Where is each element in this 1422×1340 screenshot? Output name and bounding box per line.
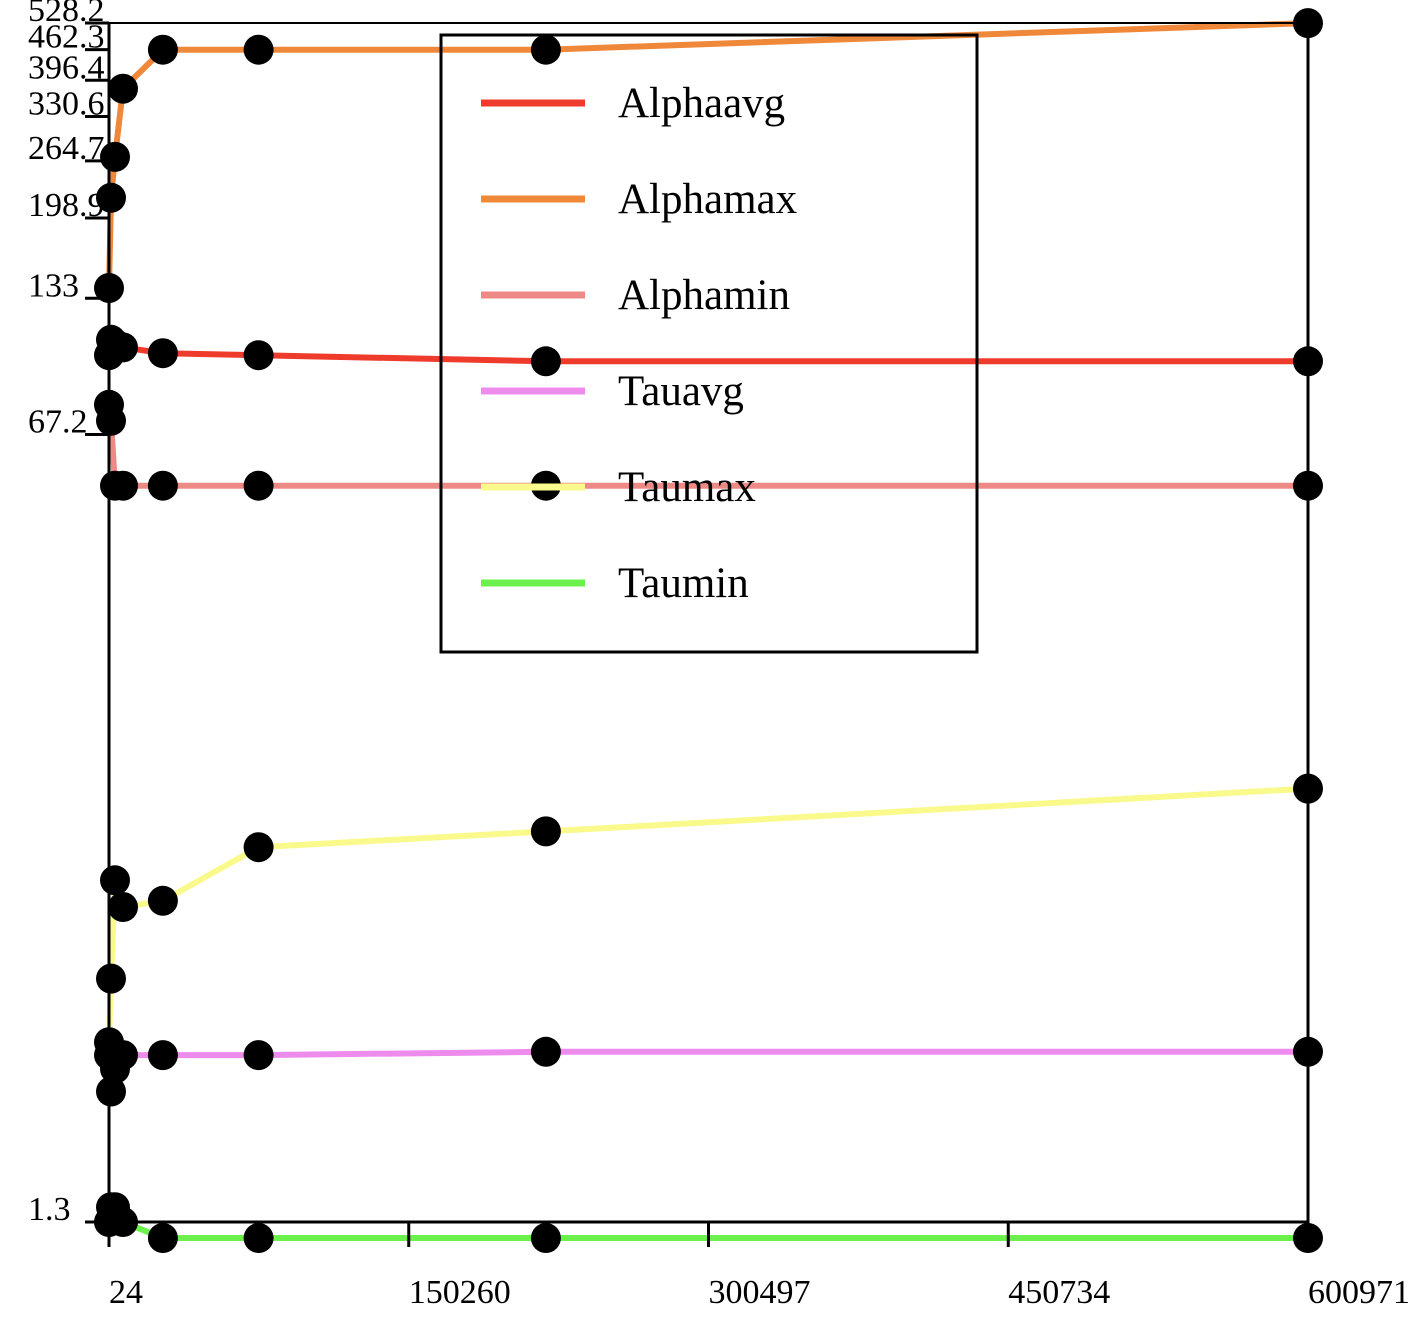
y-tick-label: 330.6 bbox=[28, 86, 105, 123]
y-tick-label: 133 bbox=[28, 267, 79, 304]
data-point-alphamax bbox=[96, 182, 126, 213]
legend-label-alphaavg: Alphaavg bbox=[618, 80, 785, 127]
chart-axes: 24 150260 300497 450734 600971 1.3 67.2 133 198.… bbox=[28, 0, 1410, 1311]
y-tick-label: 396.4 bbox=[28, 49, 105, 86]
data-point-taumin bbox=[530, 1223, 561, 1253]
legend-label-taumin: Taumin bbox=[618, 560, 749, 607]
y-tick-label: 1.3 bbox=[28, 1191, 71, 1228]
data-point-alphamax bbox=[94, 273, 124, 303]
data-point-tauavg bbox=[243, 1040, 274, 1071]
data-point-tauavg bbox=[530, 1036, 561, 1067]
data-point-taumax bbox=[147, 885, 178, 916]
legend-label-tauavg: Tauavg bbox=[618, 368, 744, 415]
data-point-alphamax bbox=[108, 73, 138, 104]
x-tick-label: 150260 bbox=[409, 1274, 511, 1311]
data-point-taumax bbox=[108, 892, 138, 922]
series-line-alphaavg bbox=[106, 336, 1311, 365]
y-tick-label: 67.2 bbox=[28, 404, 88, 441]
data-point-alphamin bbox=[108, 470, 138, 501]
series-line-tauavg bbox=[106, 1048, 1311, 1095]
data-point-taumin bbox=[1293, 1223, 1323, 1253]
data-point-taumax bbox=[100, 865, 130, 896]
data-point-alphamax bbox=[147, 34, 178, 65]
x-tick-label: 600971 bbox=[1308, 1274, 1410, 1311]
data-point-taumax bbox=[94, 1027, 124, 1058]
data-point-tauavg bbox=[96, 1076, 126, 1107]
y-tick-label: 264.7 bbox=[28, 130, 105, 167]
data-point-alphaavg bbox=[147, 338, 178, 369]
data-point-tauavg bbox=[147, 1040, 178, 1071]
x-tick-label: 300497 bbox=[709, 1274, 811, 1311]
legend-label-alphamin: Alphamin bbox=[618, 272, 790, 319]
data-point-taumin bbox=[147, 1223, 178, 1253]
data-point-alphaavg bbox=[1293, 346, 1323, 377]
legend-label-alphamax: Alphamax bbox=[618, 176, 797, 223]
data-point-alphaavg bbox=[530, 346, 561, 377]
data-point-alphamin bbox=[147, 470, 178, 501]
series-line-taumax bbox=[106, 785, 1311, 1046]
data-point-alphamax bbox=[1293, 8, 1323, 39]
legend-label-taumax: Taumax bbox=[618, 464, 756, 511]
y-tick-label: 528.2 bbox=[28, 0, 105, 29]
data-point-taumin bbox=[243, 1223, 274, 1253]
data-point-taumax bbox=[1293, 773, 1323, 804]
data-point-alphamax bbox=[100, 141, 130, 172]
x-tick-label: 24 bbox=[109, 1274, 143, 1311]
data-point-taumax bbox=[530, 816, 561, 847]
data-point-taumax bbox=[96, 963, 126, 994]
x-tick-label: 450734 bbox=[1008, 1274, 1110, 1311]
data-point-alphamin bbox=[96, 405, 126, 436]
y-tick-label: 198.9 bbox=[28, 187, 105, 224]
data-point-alphamax bbox=[243, 34, 274, 65]
series-markers bbox=[94, 8, 1323, 1253]
data-point-alphamin bbox=[243, 470, 274, 501]
legend-box bbox=[439, 33, 979, 654]
data-point-taumin bbox=[108, 1207, 138, 1237]
series-line-alphamax bbox=[106, 20, 1311, 291]
legend: Alphaavg Alphamax Alphamin Tauavg Taumax Taum… bbox=[439, 33, 979, 654]
data-point-alphaavg bbox=[243, 340, 274, 371]
data-point-tauavg bbox=[1293, 1036, 1323, 1067]
data-point-alphamax bbox=[530, 34, 561, 65]
data-point-alphaavg bbox=[108, 332, 138, 363]
data-point-taumax bbox=[243, 832, 274, 863]
y-tick-label: 462.3 bbox=[28, 19, 105, 56]
data-point-alphamin bbox=[1293, 470, 1323, 501]
